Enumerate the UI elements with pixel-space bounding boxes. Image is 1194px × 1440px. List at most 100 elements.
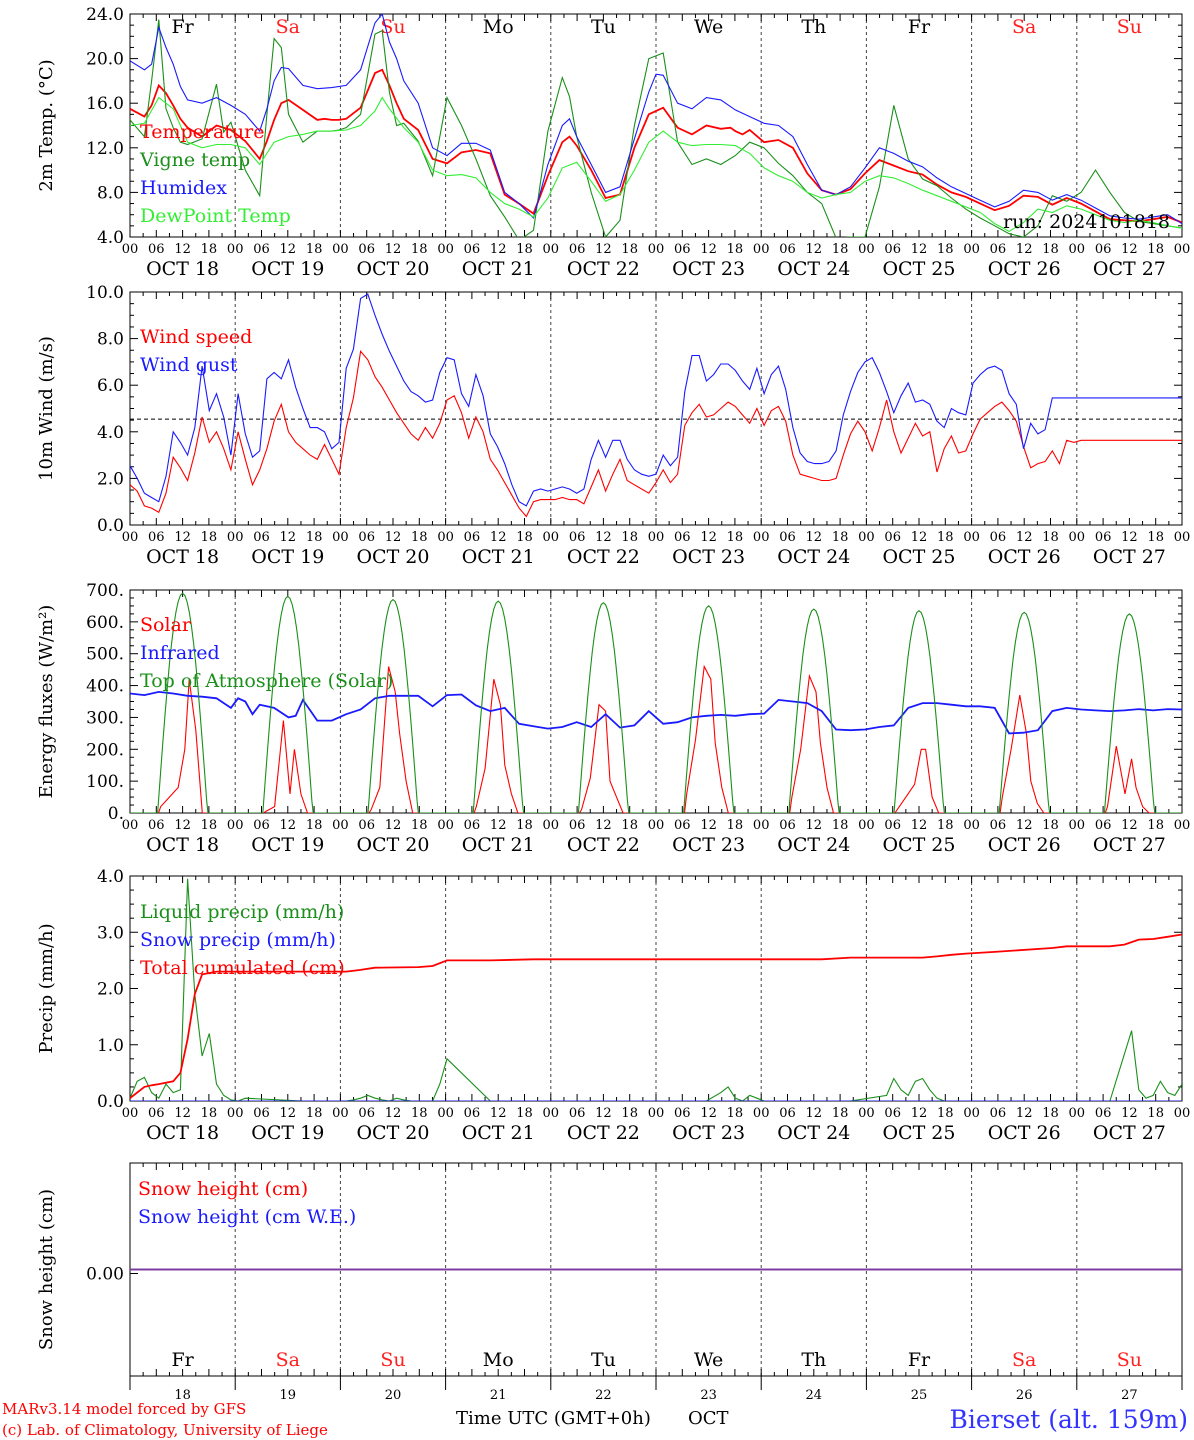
day-number-label: 20 xyxy=(385,1388,402,1403)
x-hour-label: 00 xyxy=(227,1106,244,1121)
x-hour-label: 00 xyxy=(122,530,139,545)
legend-entry: Liquid precip (mm/h) xyxy=(140,901,344,923)
x-date-label: OCT 23 xyxy=(672,1122,745,1144)
x-date-label: OCT 19 xyxy=(251,834,324,856)
y-tick-label: 0.0 xyxy=(97,1092,124,1112)
legend-entry: Snow precip (mm/h) xyxy=(140,929,336,951)
x-date-label: OCT 22 xyxy=(567,1122,640,1144)
x-date-label: OCT 23 xyxy=(672,258,745,280)
series-line-infrared xyxy=(130,690,1182,735)
x-hour-label: 12 xyxy=(490,530,507,545)
x-hour-label: 06 xyxy=(148,530,165,545)
x-hour-label: 12 xyxy=(806,242,823,257)
legend-entry: Snow height (cm) xyxy=(138,1178,308,1200)
x-hour-label: 18 xyxy=(1147,242,1164,257)
chart-panel-2: 0.0 2.0 4.0 6.0 8.0 10.0 10m Wind (m/s) 00 06 12 1… xyxy=(36,283,1190,568)
y-tick-label: 16.0 xyxy=(86,94,124,114)
x-date-label: OCT 26 xyxy=(988,258,1061,280)
y-axis-label: Snow height (cm) xyxy=(36,1189,57,1350)
x-hour-label: 00 xyxy=(648,530,665,545)
x-hour-label: 12 xyxy=(1016,530,1033,545)
x-hour-label: 18 xyxy=(201,242,218,257)
x-hour-label: 00 xyxy=(1174,818,1191,833)
x-hour-label: 00 xyxy=(1174,530,1191,545)
x-hour-label: 00 xyxy=(122,242,139,257)
x-hour-label: 00 xyxy=(332,242,349,257)
x-hour-label: 18 xyxy=(1042,530,1059,545)
x-hour-label: 12 xyxy=(700,818,717,833)
y-tick-label: 100. xyxy=(86,772,124,792)
x-hour-label: 18 xyxy=(832,242,849,257)
x-hour-label: 18 xyxy=(516,242,533,257)
chart-panel-5: 0.00 Snow height (cm) Fr 18 Sa 19 Su 20 Mo 21 Tu 22… xyxy=(36,1162,1183,1403)
run-label: run: 2024101818 xyxy=(1003,211,1170,233)
day-number-label: 22 xyxy=(595,1388,612,1403)
x-hour-label: 12 xyxy=(911,1106,928,1121)
x-hour-label: 18 xyxy=(832,1106,849,1121)
x-hour-label: 18 xyxy=(516,1106,533,1121)
x-date-label: OCT 24 xyxy=(777,546,850,568)
series-line-temperature xyxy=(130,68,1182,224)
x-date-label: OCT 25 xyxy=(882,546,955,568)
y-tick-label: 12.0 xyxy=(86,139,124,159)
x-hour-label: 18 xyxy=(516,530,533,545)
plot-frame xyxy=(129,589,1183,814)
x-hour-label: 06 xyxy=(1095,1106,1112,1121)
x-hour-label: 06 xyxy=(253,530,270,545)
x-hour-label: 12 xyxy=(385,530,402,545)
x-hour-label: 06 xyxy=(674,530,691,545)
y-tick-label: 24.0 xyxy=(86,5,124,25)
y-tick-label: 1.0 xyxy=(97,1036,124,1056)
x-hour-label: 18 xyxy=(1042,242,1059,257)
x-hour-label: 18 xyxy=(727,530,744,545)
x-hour-label: 18 xyxy=(306,1106,323,1121)
x-hour-label: 06 xyxy=(148,242,165,257)
dow-label: Sa xyxy=(1012,16,1036,38)
x-date-label: OCT 27 xyxy=(1093,1122,1166,1144)
x-hour-label: 18 xyxy=(411,818,428,833)
x-date-label: OCT 20 xyxy=(356,258,429,280)
x-hour-label: 12 xyxy=(1016,818,1033,833)
y-tick-label: 4.0 xyxy=(97,867,124,887)
x-date-label: OCT 25 xyxy=(882,834,955,856)
lab-credit: (c) Lab. of Climatology, University of L… xyxy=(2,1421,328,1439)
y-tick-label: 10.0 xyxy=(86,283,124,303)
x-hour-label: 18 xyxy=(937,818,954,833)
x-hour-label: 12 xyxy=(806,1106,823,1121)
x-hour-label: 12 xyxy=(174,242,191,257)
x-hour-label: 00 xyxy=(753,818,770,833)
x-hour-label: 00 xyxy=(332,530,349,545)
legend-entry: Top of Atmosphere (Solar) xyxy=(140,670,393,692)
x-hour-label: 06 xyxy=(569,1106,586,1121)
x-hour-label: 06 xyxy=(569,242,586,257)
y-axis-label: Precip (mm/h) xyxy=(36,923,57,1053)
x-hour-label: 06 xyxy=(884,1106,901,1121)
x-date-label: OCT 24 xyxy=(777,258,850,280)
x-hour-label: 12 xyxy=(700,1106,717,1121)
series-line-humidex xyxy=(130,14,1182,225)
x-hour-label: 06 xyxy=(358,242,375,257)
x-hour-label: 00 xyxy=(332,818,349,833)
legend-entry: Temperature xyxy=(140,121,264,143)
x-hour-label: 18 xyxy=(411,242,428,257)
x-date-label: OCT 20 xyxy=(356,834,429,856)
dow-label: Fr xyxy=(908,1349,931,1371)
x-hour-label: 18 xyxy=(306,818,323,833)
x-hour-label: 18 xyxy=(832,818,849,833)
series-group xyxy=(130,14,1182,237)
x-hour-label: 12 xyxy=(385,1106,402,1121)
x-hour-label: 06 xyxy=(569,818,586,833)
dow-label: Su xyxy=(380,16,405,38)
dow-label: Su xyxy=(1117,1349,1142,1371)
x-hour-label: 06 xyxy=(358,818,375,833)
series-line-top-of-atmosphere-solar xyxy=(130,592,1182,813)
x-date-label: OCT 27 xyxy=(1093,258,1166,280)
series-line-total-cumulated-cm xyxy=(130,933,1182,1099)
x-hour-label: 06 xyxy=(464,530,481,545)
x-date-label: OCT 23 xyxy=(672,834,745,856)
x-hour-label: 12 xyxy=(385,242,402,257)
day-number-label: 27 xyxy=(1121,1388,1138,1403)
x-hour-label: 18 xyxy=(516,818,533,833)
x-hour-label: 00 xyxy=(648,242,665,257)
x-hour-label: 18 xyxy=(411,1106,428,1121)
